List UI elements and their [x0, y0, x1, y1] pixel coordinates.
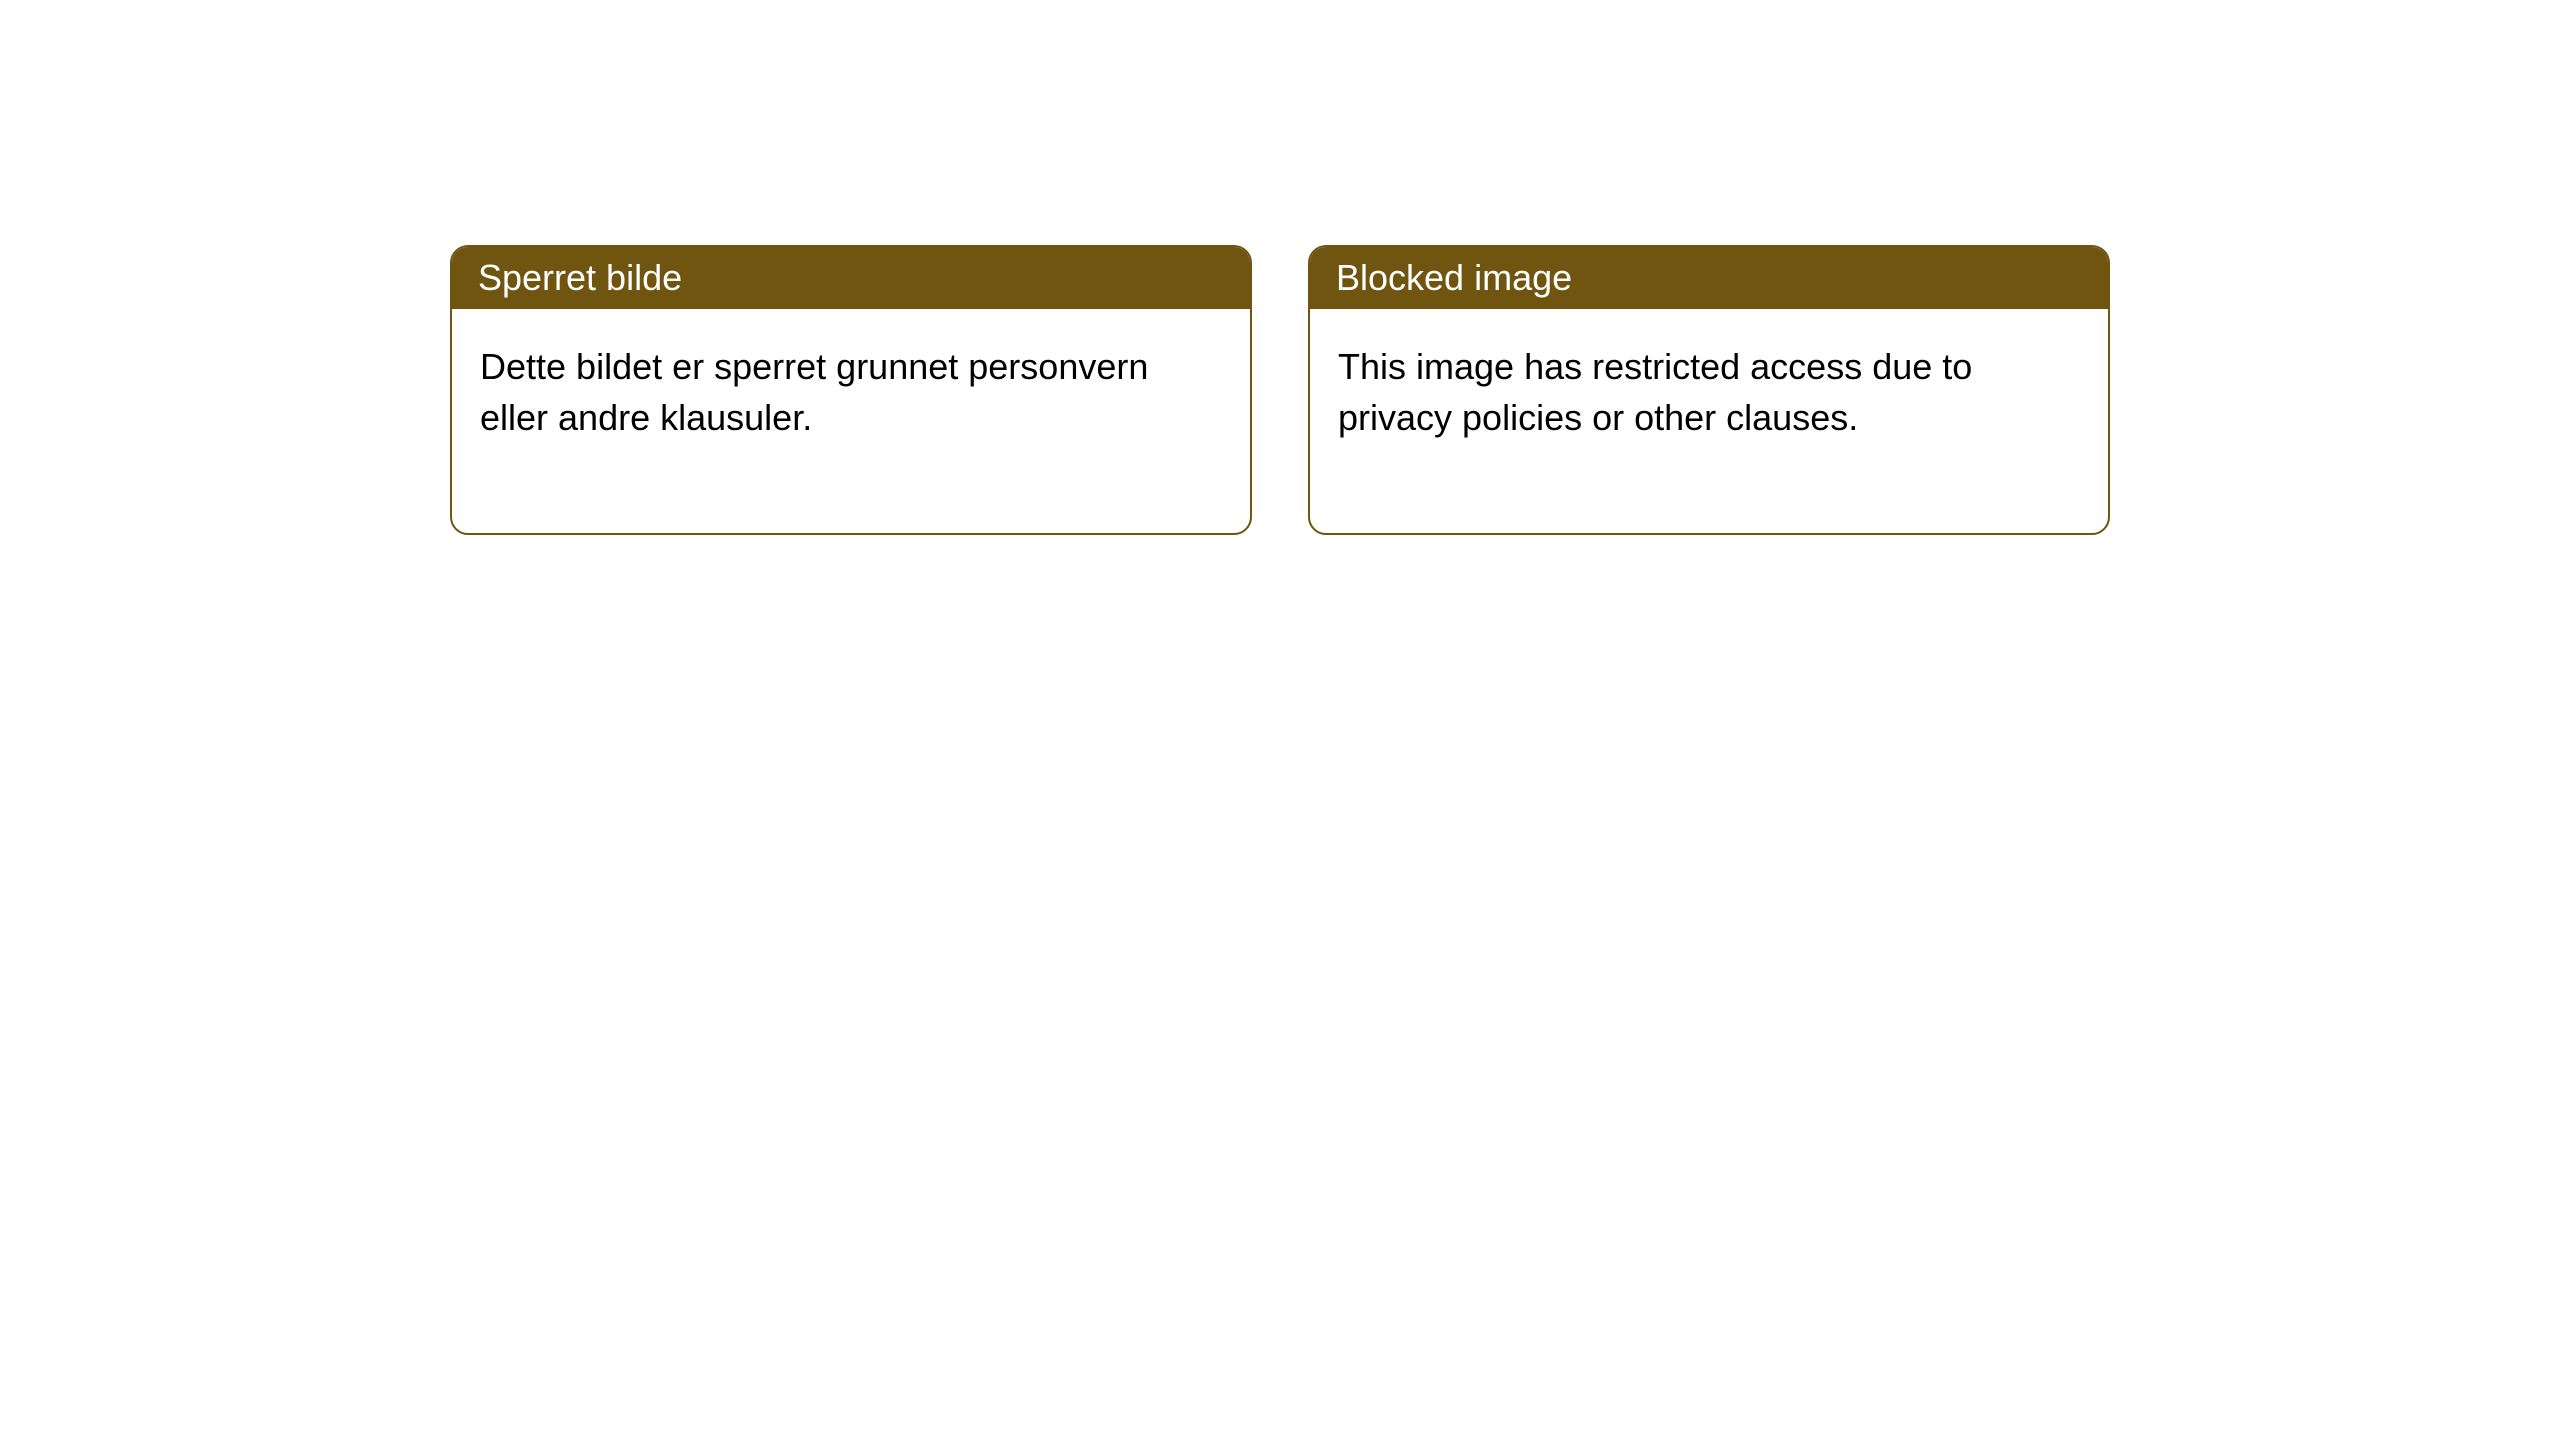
notice-cards-container: Sperret bilde Dette bildet er sperret gr…: [0, 0, 2560, 535]
card-body-english: This image has restricted access due to …: [1310, 309, 2108, 533]
card-header-english: Blocked image: [1310, 247, 2108, 309]
card-body-norwegian: Dette bildet er sperret grunnet personve…: [452, 309, 1250, 533]
card-header-norwegian: Sperret bilde: [452, 247, 1250, 309]
blocked-image-card-english: Blocked image This image has restricted …: [1308, 245, 2110, 535]
blocked-image-card-norwegian: Sperret bilde Dette bildet er sperret gr…: [450, 245, 1252, 535]
